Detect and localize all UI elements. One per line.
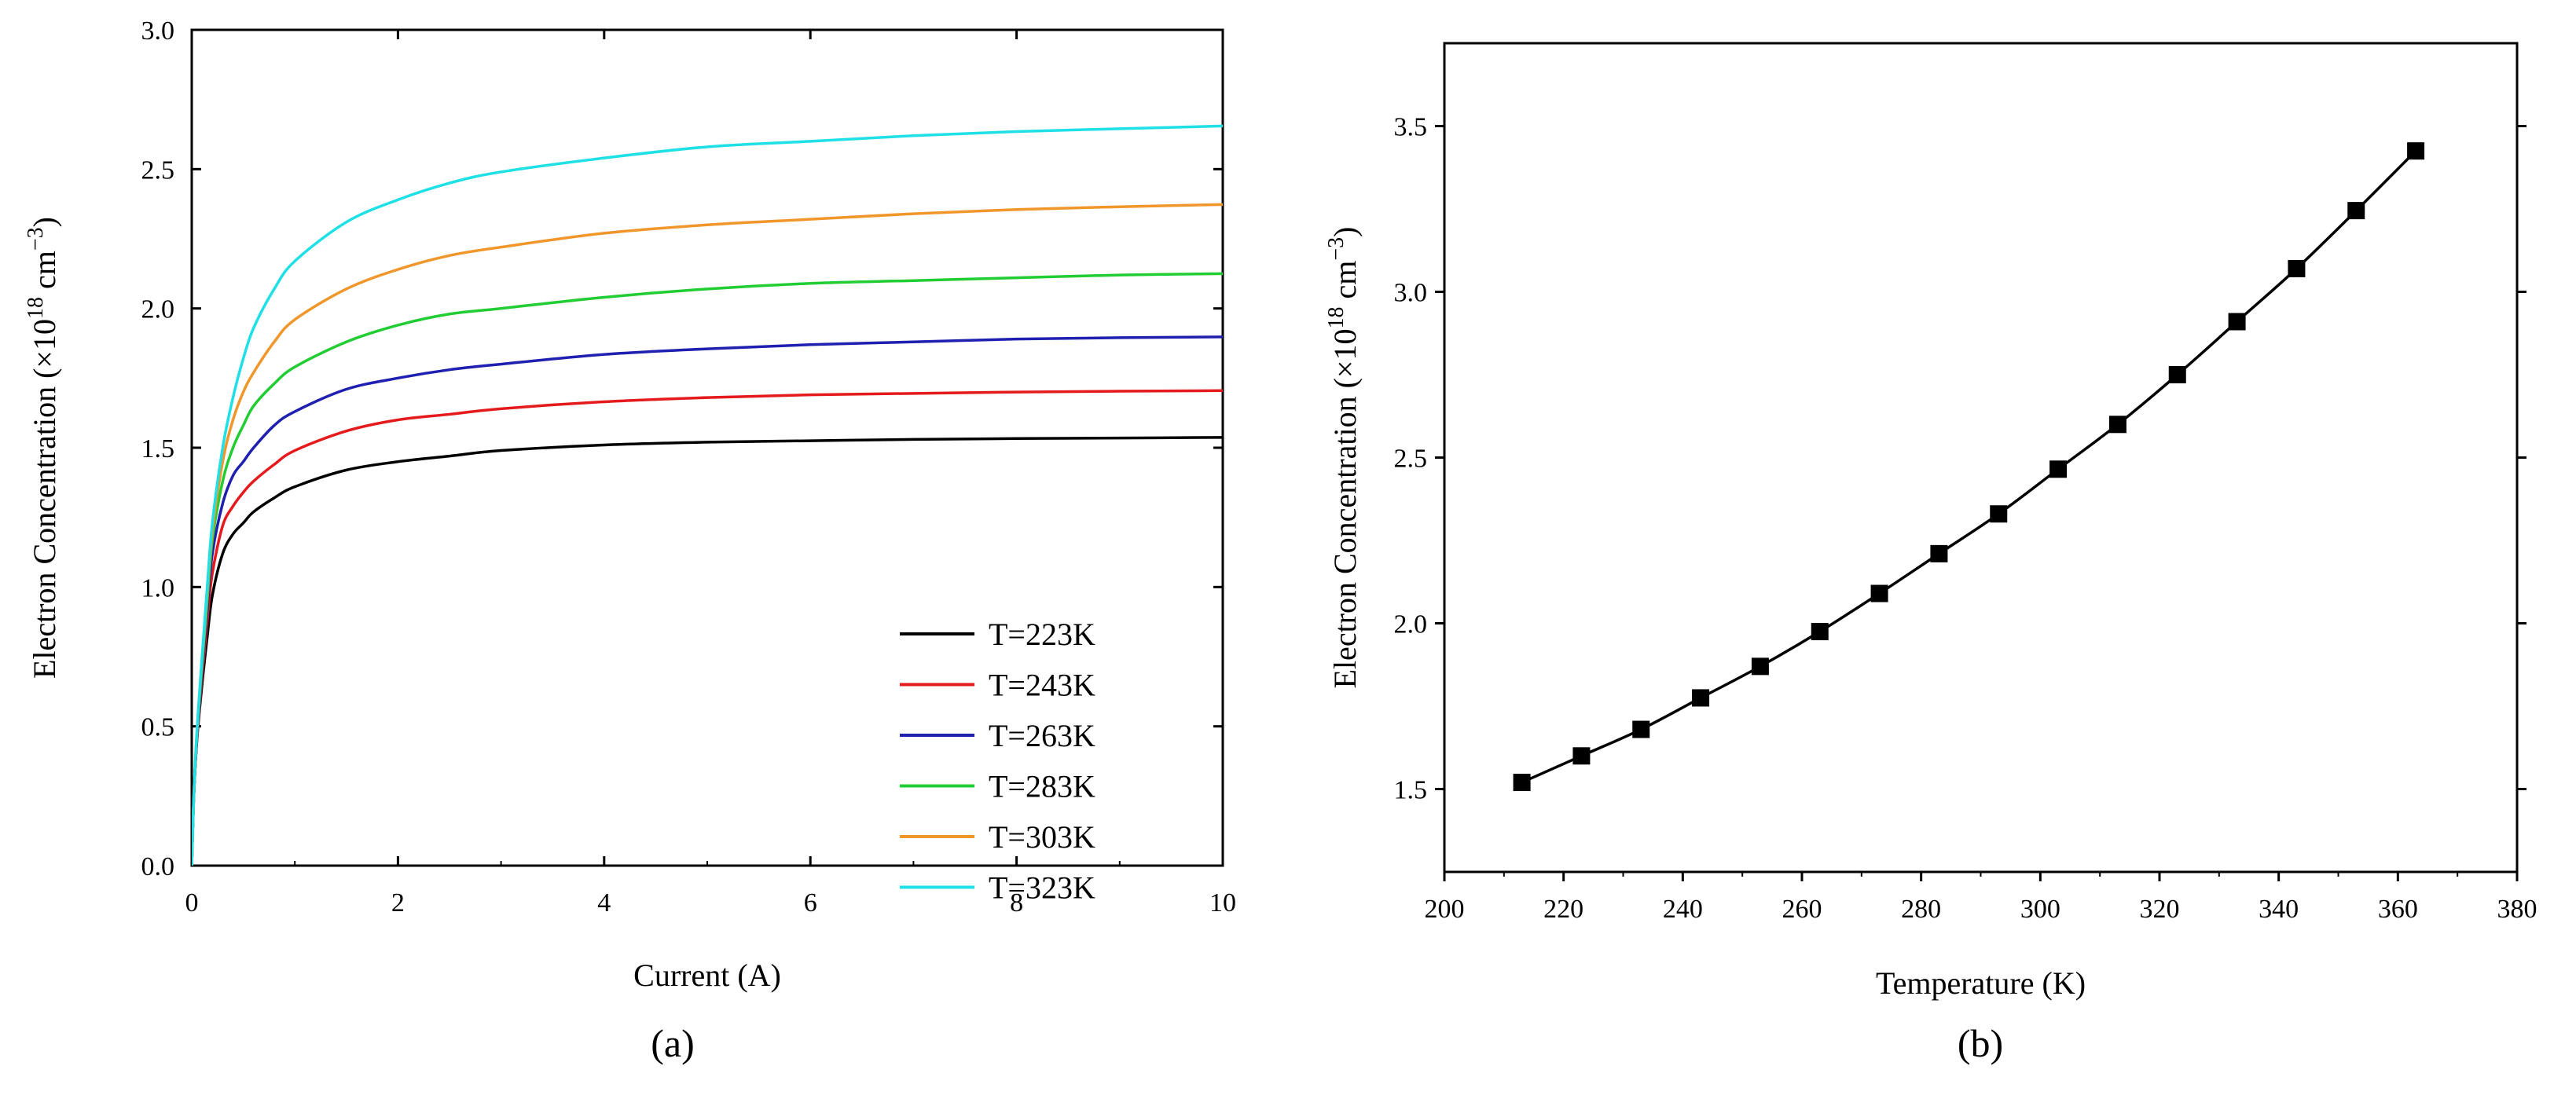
- chart-b-x-tick-label: 360: [2378, 895, 2418, 924]
- chart-a-legend-label: T=263K: [989, 718, 1095, 753]
- chart-b-data-point: [2288, 259, 2306, 277]
- chart-b-frame: [1443, 42, 2519, 873]
- chart-b-x-tick-label: 260: [1782, 895, 1822, 924]
- chart-a-x-tick-label: 2: [391, 888, 405, 917]
- chart-a-series-line-5: [192, 124, 1223, 866]
- chart-b-data-point: [1692, 689, 1710, 707]
- chart-a-x-tick-label: 6: [804, 888, 817, 917]
- chart-b-data-point: [1751, 657, 1769, 676]
- chart-b-x-tick-label: 300: [2020, 895, 2060, 924]
- chart-b-x-tick-label: 320: [2140, 895, 2180, 924]
- chart-a-y-tick-label: 1.5: [141, 434, 175, 463]
- chart-b-y-tick-label: 3.5: [1394, 113, 1428, 142]
- chart-b-data-point: [2228, 313, 2246, 331]
- chart-b-x-axis-title: Temperature (K): [1876, 965, 2086, 1001]
- chart-b-data-point: [2049, 460, 2068, 478]
- chart-b-y-tick-label: 3.0: [1394, 279, 1428, 308]
- chart-a-y-axis-title-part: −3: [24, 227, 48, 251]
- chart-b-y-axis-title-part: 18: [1324, 307, 1349, 329]
- chart-a-legend-label: T=303K: [989, 819, 1095, 855]
- chart-a-series-line-4: [192, 203, 1223, 866]
- chart-a-x-tick-label: 4: [597, 888, 611, 917]
- chart-b-y-tick-label: 2.0: [1394, 610, 1428, 639]
- chart-a-x-tick-label: 10: [1209, 888, 1236, 917]
- chart-b-panel-label: (b): [1958, 1021, 2003, 1065]
- chart-a-y-tick-label: 3.0: [141, 16, 175, 46]
- chart-b-y-axis-title-part: −3: [1324, 237, 1349, 261]
- chart-a-y-axis-title: Electron Concentration (×1018 cm−3): [24, 217, 62, 679]
- chart-b-data-point: [2168, 366, 2186, 383]
- chart-b-y-axis-title: Electron Concentration (×1018 cm−3): [1324, 227, 1363, 689]
- chart-a-x-tick-label: 0: [185, 888, 199, 917]
- chart-b-x-tick-label: 200: [1425, 895, 1465, 924]
- chart-a-y-axis-title-part: ): [27, 217, 62, 227]
- chart-a-x-axis-title: Current (A): [633, 958, 781, 993]
- chart-b-data-point: [1572, 747, 1591, 765]
- chart-b-series-line-0: [1521, 149, 2417, 784]
- chart-b-data-point: [1870, 584, 1888, 602]
- chart-b-x-tick-label: 220: [1543, 895, 1583, 924]
- chart-b-y-axis-title-part: ): [1327, 227, 1363, 237]
- chart-b-data-point: [2108, 416, 2126, 434]
- chart-a-legend-label: T=323K: [989, 870, 1095, 906]
- chart-b-data-point: [1990, 505, 2008, 523]
- chart-b-x-tick-label: 340: [2259, 895, 2299, 924]
- chart-b-y-axis-title-part: Electron Concentration (×10: [1327, 329, 1363, 689]
- chart-b-x-tick-label: 280: [1901, 895, 1941, 924]
- chart-b-data-point: [2407, 142, 2425, 160]
- chart-a-series-line-0: [192, 436, 1223, 866]
- chart-a-y-tick-label: 0.0: [141, 852, 175, 881]
- chart-b-data-point: [1513, 774, 1531, 792]
- chart-b-data-point: [1930, 544, 1948, 562]
- chart-b-y-axis-title-part: cm: [1327, 261, 1363, 307]
- chart-b-data-point: [2347, 202, 2365, 220]
- chart-a-x-tick-label: 8: [1010, 888, 1023, 917]
- chart-b-y-tick-label: 1.5: [1394, 776, 1428, 805]
- chart-a-panel-label: (a): [651, 1021, 695, 1065]
- chart-a-y-axis-title-part: Electron Concentration (×10: [27, 319, 62, 679]
- chart-b-x-tick-label: 380: [2497, 895, 2537, 924]
- chart-b-x-tick-label: 240: [1663, 895, 1703, 924]
- chart-a-y-axis-title-part: 18: [24, 297, 48, 319]
- chart-a-legend-label: T=283K: [989, 769, 1095, 804]
- chart-b-data-point: [1632, 720, 1650, 738]
- chart-b: 200 220 240 260 280 300 320 340 360 380 1.5 2.0 2.5 3…: [1324, 42, 2537, 1065]
- chart-b-data-point: [1811, 623, 1829, 641]
- chart-a: 0 2 4 6 8 10 0.0 0.5 1.0 1.5 2.0 2.5 3.0 Current (A) E…: [24, 16, 1236, 1065]
- chart-a-y-tick-label: 2.5: [141, 156, 175, 185]
- chart-a-legend-label: T=243K: [989, 668, 1095, 703]
- chart-a-y-tick-label: 1.0: [141, 573, 175, 602]
- chart-b-y-tick-label: 2.5: [1394, 445, 1428, 474]
- chart-a-y-tick-label: 2.0: [141, 295, 175, 324]
- chart-a-legend-label: T=223K: [989, 617, 1095, 652]
- chart-a-y-axis-title-part: cm: [27, 251, 62, 297]
- chart-a-y-tick-label: 0.5: [141, 713, 175, 742]
